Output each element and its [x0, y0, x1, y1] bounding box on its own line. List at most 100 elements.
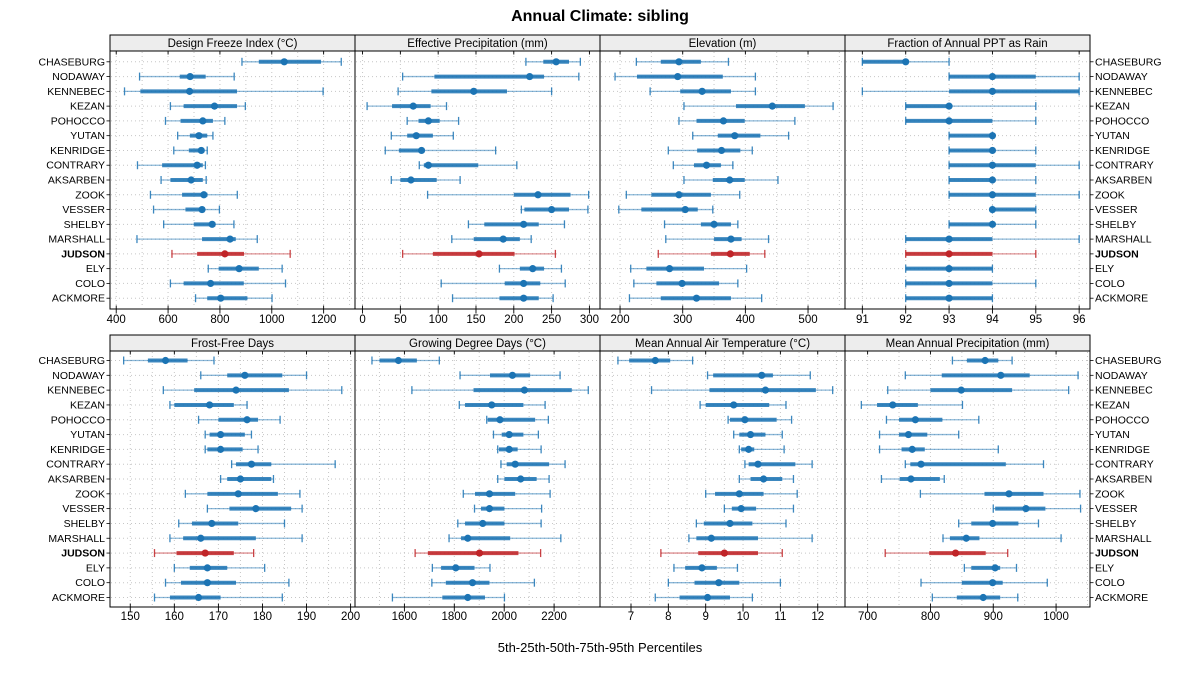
axis-tick-label: 200	[341, 611, 360, 623]
station-label-left: SHELBY	[64, 518, 105, 530]
percentile-row-yutan	[204, 430, 253, 439]
percentile-row-judson	[153, 549, 255, 558]
median-dot	[193, 161, 201, 169]
percentile-row-contrary	[672, 161, 734, 170]
station-label-right: ACKMORE	[1095, 293, 1148, 305]
panel-strip-title: Growing Degree Days (°C)	[409, 338, 546, 350]
median-dot	[945, 235, 953, 243]
chart-caption: 5th-25th-50th-75th-95th Percentiles	[497, 640, 703, 655]
percentile-row-colo	[920, 578, 1048, 587]
median-dot	[945, 279, 953, 288]
percentile-row-vesser	[618, 205, 714, 214]
station-label-left: YUTAN	[70, 130, 105, 142]
percentile-row-judson	[905, 249, 1037, 258]
axis-tick-label: 1000	[1043, 611, 1069, 623]
median-dot	[1005, 490, 1013, 498]
station-label-right: COLO	[1095, 278, 1125, 290]
percentile-row-kezan	[905, 102, 1037, 111]
median-dot	[917, 460, 925, 468]
median-dot	[911, 416, 919, 424]
median-dot	[187, 176, 195, 184]
percentile-row-ely	[431, 563, 491, 572]
station-label-right: KEZAN	[1095, 101, 1130, 113]
median-dot	[726, 519, 734, 528]
percentile-row-ackmore	[153, 593, 283, 602]
axis-tick-label: 100	[429, 314, 448, 326]
median-dot	[758, 371, 766, 379]
axis-tick-label: 11	[774, 611, 786, 623]
median-dot	[161, 356, 170, 365]
percentile-row-colo	[431, 578, 536, 587]
percentile-row-kenridge	[878, 445, 999, 454]
percentile-row-zook	[462, 489, 551, 498]
station-label-left: ELY	[86, 263, 105, 275]
station-label-right: CONTRARY	[1095, 160, 1154, 172]
median-dot	[241, 371, 249, 379]
percentile-row-judson	[657, 249, 766, 258]
percentile-row-contrary	[744, 460, 813, 469]
percentile-row-yutan	[492, 430, 540, 439]
median-dot	[768, 102, 776, 110]
percentile-row-kezan	[860, 400, 964, 409]
axis-tick-label: 7	[628, 611, 634, 623]
percentile-row-kezan	[169, 102, 246, 111]
median-dot	[499, 235, 507, 243]
percentile-row-nodaway	[200, 371, 308, 380]
percentile-row-shelby	[163, 220, 235, 229]
median-dot	[479, 519, 487, 528]
percentile-row-kennebec	[887, 386, 1070, 395]
percentile-row-kenridge	[948, 146, 1037, 155]
station-label-left: ACKMORE	[52, 293, 105, 305]
percentile-row-contrary	[418, 161, 518, 170]
station-label-right: COLO	[1095, 577, 1125, 589]
median-dot	[235, 265, 243, 273]
median-dot	[206, 279, 215, 288]
panel-frost-free-days: Frost-Free Days 150 160 170 180 190 200	[109, 334, 360, 623]
median-dot	[526, 72, 534, 81]
median-dot	[715, 579, 723, 587]
percentile-row-ely	[905, 264, 994, 273]
median-dot	[707, 534, 715, 542]
station-label-left: COLO	[75, 278, 105, 290]
percentile-row-kennebec	[411, 386, 589, 395]
median-dot	[988, 176, 997, 184]
percentile-row-nodaway	[904, 371, 1079, 380]
axis-tick-label: 500	[798, 314, 817, 326]
median-dot	[475, 250, 483, 258]
panel-plot-area	[354, 350, 601, 608]
percentile-row-vesser	[152, 205, 221, 214]
median-dot	[988, 87, 997, 95]
median-dot	[485, 505, 494, 513]
percentile-row-ackmore	[628, 294, 763, 303]
axis-tick-label: 300	[673, 314, 692, 326]
axis-tick-label: 91	[856, 314, 869, 326]
percentile-row-chaseburg	[371, 356, 440, 365]
percentile-row-marshall	[451, 235, 532, 244]
median-dot	[520, 279, 528, 288]
percentile-row-aksarben	[497, 475, 550, 483]
percentile-row-kennebec	[650, 386, 834, 395]
percentile-row-chaseburg	[241, 57, 342, 66]
percentile-row-aksarben	[390, 176, 461, 184]
station-label-left: NODAWAY	[52, 370, 105, 382]
median-dot	[759, 475, 768, 483]
station-label-right: NODAWAY	[1095, 370, 1148, 382]
median-dot	[945, 294, 953, 302]
median-dot	[945, 102, 953, 110]
median-dot	[205, 401, 214, 409]
median-dot	[741, 416, 749, 424]
percentile-row-shelby	[467, 220, 566, 229]
median-dot	[197, 534, 205, 542]
axis-tick-label: 94	[986, 314, 999, 326]
station-label-right: ZOOK	[1095, 189, 1125, 201]
percentile-row-marshall	[448, 534, 562, 543]
axis-tick-label: 170	[209, 611, 228, 623]
station-label-left: NODAWAY	[52, 71, 105, 83]
station-label-right: SHELBY	[1095, 518, 1136, 530]
station-label-right: POHOCCO	[1095, 414, 1149, 426]
panel-plot-area	[109, 50, 356, 310]
median-dot	[200, 191, 208, 199]
station-label-left: AKSARBEN	[48, 474, 105, 486]
percentile-row-nodaway	[614, 72, 757, 81]
